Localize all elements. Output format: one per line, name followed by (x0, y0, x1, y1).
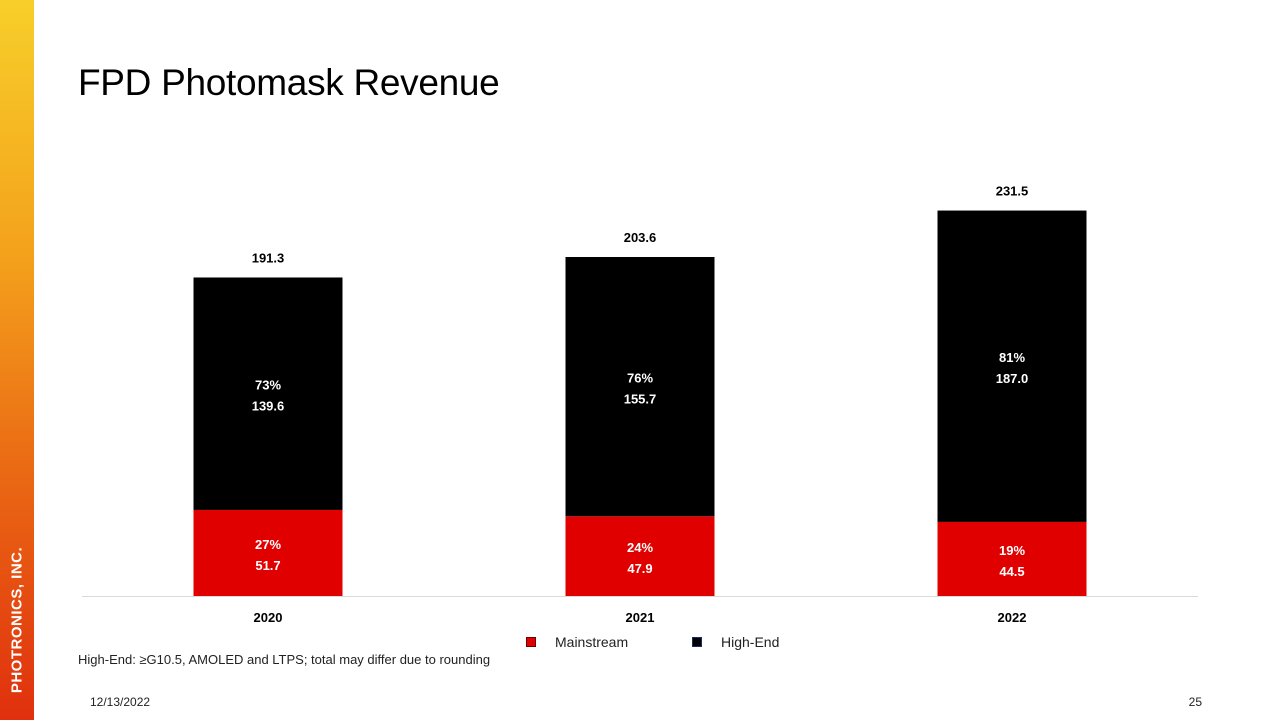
total-label-2022: 231.5 (996, 184, 1029, 199)
legend-item-mainstream: Mainstream (526, 634, 628, 650)
bar-high-end-2022 (937, 210, 1087, 522)
pct-label-mainstream-2021: 24% (627, 540, 653, 555)
page-title: FPD Photomask Revenue (78, 62, 500, 103)
bar-mainstream-2022 (937, 521, 1087, 596)
pct-label-mainstream-2020: 27% (255, 537, 281, 552)
pct-label-mainstream-2022: 19% (999, 543, 1025, 558)
bar-high-end-2021 (565, 257, 715, 517)
brand-sidebar: PHOTRONICS, INC. (0, 0, 34, 720)
legend-label-mainstream: Mainstream (555, 634, 629, 650)
legend-swatch-high-end (692, 637, 702, 647)
pct-label-high-end-2022: 81% (999, 350, 1025, 365)
value-label-high-end-2020: 139.6 (252, 399, 285, 414)
x-tick-label-2021: 2021 (626, 610, 655, 625)
x-tick-label-2020: 2020 (254, 610, 283, 625)
value-label-high-end-2021: 155.7 (624, 392, 657, 407)
pct-label-high-end-2020: 73% (255, 378, 281, 393)
legend-label-high-end: High-End (721, 634, 780, 650)
value-label-mainstream-2020: 51.7 (255, 558, 280, 573)
slide-date: 12/13/2022 (90, 695, 151, 709)
bar-mainstream-2020 (193, 509, 343, 596)
bar-mainstream-2021 (565, 516, 715, 596)
footnote: High-End: ≥G10.5, AMOLED and LTPS; total… (78, 652, 491, 667)
bar-high-end-2020 (193, 277, 343, 510)
pct-label-high-end-2021: 76% (627, 371, 653, 386)
x-tick-label-2022: 2022 (998, 610, 1027, 625)
total-label-2020: 191.3 (252, 250, 285, 265)
legend-item-high-end: High-End (692, 634, 779, 650)
page-number: 25 (1188, 695, 1202, 709)
total-label-2021: 203.6 (624, 230, 657, 245)
value-label-high-end-2022: 187.0 (996, 371, 1029, 386)
value-label-mainstream-2022: 44.5 (999, 564, 1024, 579)
value-label-mainstream-2021: 47.9 (627, 561, 652, 576)
legend-swatch-mainstream (526, 637, 536, 647)
